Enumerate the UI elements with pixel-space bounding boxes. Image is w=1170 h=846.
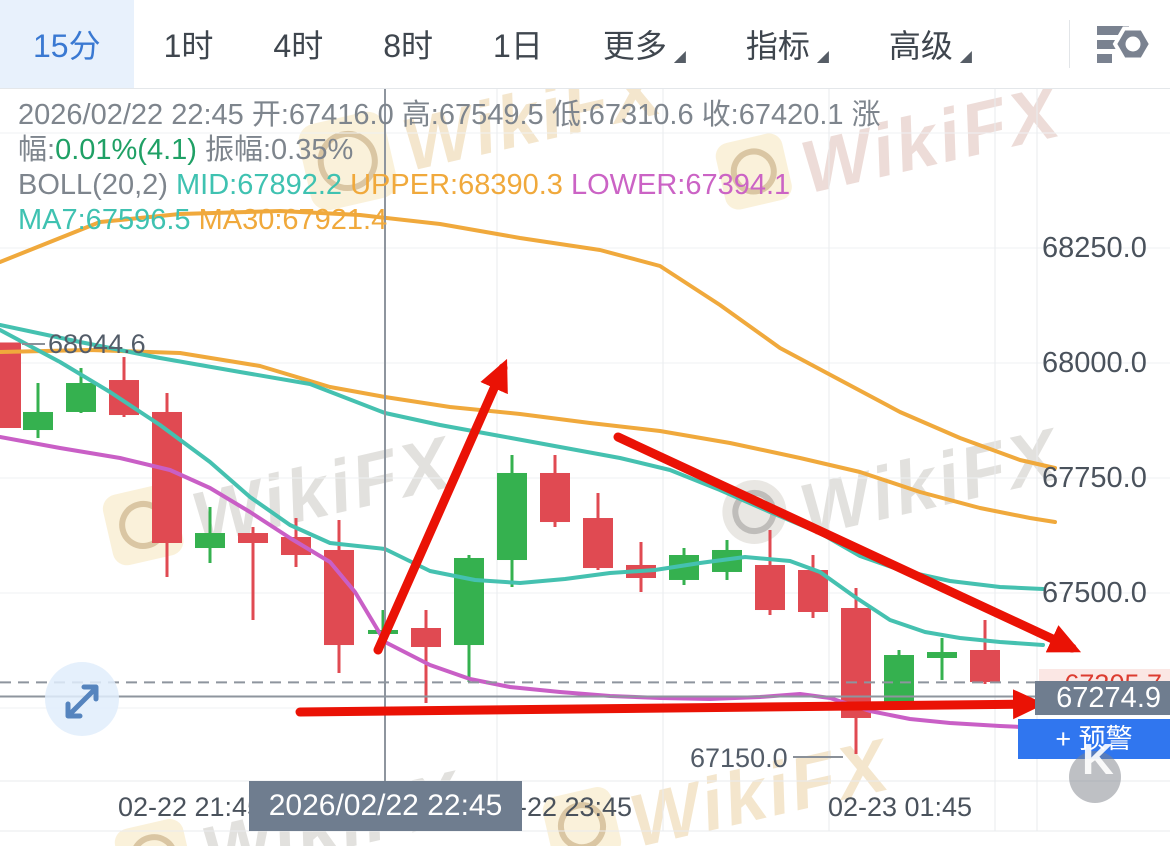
series-boll-lower — [0, 435, 1045, 730]
red-arrow-annotation — [373, 358, 508, 655]
tab-label: 更多 — [602, 28, 667, 64]
indicator-settings-button[interactable] — [1078, 0, 1170, 88]
tab-label: 1日 — [493, 28, 543, 64]
expand-chart-button[interactable] — [45, 662, 119, 736]
candle-body — [841, 607, 871, 718]
toolbar-divider — [1069, 20, 1070, 68]
tab-1[interactable]: 1时 — [134, 0, 244, 88]
tab-0[interactable]: 15分 — [0, 0, 134, 88]
tab-label: 指标 — [745, 28, 810, 64]
candle-body — [454, 557, 484, 646]
tab-label: 4时 — [273, 28, 324, 64]
red-arrow-annotation — [613, 432, 1082, 653]
crosshair-price-box: 67274.9 — [1035, 680, 1170, 715]
tab-4[interactable]: 1日 — [463, 0, 573, 88]
candle-body — [970, 649, 1000, 683]
series-ma7 — [0, 328, 1045, 647]
candle-body — [583, 518, 613, 569]
candle-body — [927, 652, 957, 658]
candle-body — [540, 472, 570, 523]
price-alert-button[interactable]: + 预警 — [1018, 718, 1170, 759]
tab-5-dropdown[interactable]: 更多 — [573, 0, 716, 88]
red-arrow-annotation — [295, 689, 1045, 720]
dropdown-caret-icon — [816, 51, 829, 63]
tab-6-dropdown[interactable]: 指标 — [716, 0, 859, 88]
candle-body — [0, 342, 21, 428]
series-ma30 — [0, 348, 1057, 524]
tab-label: 高级 — [888, 28, 953, 64]
tab-label: 8时 — [383, 28, 434, 64]
candle-body — [411, 628, 441, 648]
candle-body — [23, 411, 53, 431]
candle-body — [324, 549, 354, 646]
drawn-annotations — [295, 358, 1082, 720]
candle-body — [798, 570, 828, 612]
candlesticks — [0, 342, 1000, 754]
tab-label: 15分 — [33, 28, 101, 64]
crosshair-date-box: 2026/02/22 22:45 — [249, 781, 522, 831]
candle-body — [755, 564, 785, 611]
candle-body — [195, 533, 225, 549]
tab-3[interactable]: 8时 — [353, 0, 463, 88]
tab-label: 1时 — [163, 28, 214, 64]
dropdown-caret-icon — [959, 51, 972, 63]
tab-7-dropdown[interactable]: 高级 — [859, 0, 1002, 88]
candle-body — [497, 472, 527, 561]
timeframe-tabs: 15分 1时 4时 8时 1日 更多 指标 高级 — [0, 0, 1002, 88]
series-boll-upper — [0, 209, 1057, 470]
expand-icon — [65, 684, 99, 719]
candle-body — [281, 537, 311, 556]
candle-body — [66, 383, 96, 412]
indicator-settings-icon — [1097, 26, 1152, 63]
timeframe-toolbar: 15分 1时 4时 8时 1日 更多 指标 高级 — [0, 0, 1170, 89]
dropdown-caret-icon — [673, 51, 686, 63]
tab-2[interactable]: 4时 — [243, 0, 353, 88]
candle-body — [238, 533, 268, 543]
